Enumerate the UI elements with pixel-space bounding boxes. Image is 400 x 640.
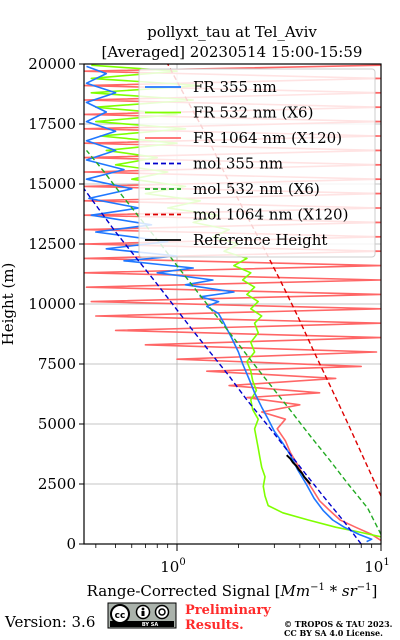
cc-icon-glyph: cc <box>115 611 126 621</box>
legend-label: mol 532 nm (X6) <box>193 180 320 198</box>
y-tick-label: 5000 <box>38 415 76 433</box>
x-axis-label: Range-Corrected Signal [Mm−1 * sr−1] <box>87 582 378 600</box>
y-tick-label: 0 <box>66 535 76 553</box>
by-icon-body <box>141 611 145 616</box>
y-tick-label: 7500 <box>38 355 76 373</box>
badge-bottom-strip <box>110 621 174 627</box>
legend-label: FR 355 nm <box>193 78 277 96</box>
copyright-line-2: CC BY SA 4.0 License. <box>284 628 383 638</box>
sa-icon <box>154 604 170 620</box>
sa-icon-arrow <box>158 608 166 616</box>
y-axis: 0 2500 5000 7500 10000 12500 15000 17500 20000 <box>28 55 84 553</box>
series-line-3 <box>84 188 362 544</box>
preliminary-label: Preliminary <box>185 603 271 618</box>
y-tick-label: 20000 <box>28 55 76 73</box>
legend-label: FR 1064 nm (X120) <box>193 129 342 147</box>
legend-label: mol 355 nm <box>193 155 283 173</box>
cc-by-sa-badge: cc BY SA <box>107 602 177 629</box>
legend-label: FR 532 nm (X6) <box>193 104 313 122</box>
x-tick-base: 10 <box>160 558 179 576</box>
x-axis-label-sup2: −1 <box>357 582 372 593</box>
preliminary-label-2: Results. <box>185 618 244 633</box>
series-line-6 <box>286 454 312 485</box>
legend: FR 355 nm FR 532 nm (X6) FR 1064 nm (X120)… <box>138 68 376 258</box>
by-icon-head <box>141 607 145 611</box>
y-tick-label: 17500 <box>28 115 76 133</box>
version-label: Version: 3.6 <box>4 613 95 631</box>
y-tick-label: 15000 <box>28 175 76 193</box>
legend-label: Reference Height <box>193 231 327 249</box>
x-axis-label-end: ] <box>372 582 378 600</box>
x-axis-label-mid: * <box>325 582 342 600</box>
y-tick-label: 10000 <box>28 295 76 313</box>
copyright-line-1: © TROPOS & TAU 2023. <box>284 619 393 629</box>
x-tick-exponent: 0 <box>179 557 185 568</box>
x-axis-label-main: Range-Corrected Signal [ <box>87 582 281 600</box>
series-line-4 <box>85 149 381 535</box>
x-tick-label: 101 <box>364 557 389 576</box>
y-axis-label: Height (m) <box>0 263 17 346</box>
x-tick-label: 100 <box>160 557 185 576</box>
legend-label: mol 1064 nm (X120) <box>193 206 348 224</box>
x-axis-label-unit2: sr <box>342 582 358 600</box>
x-axis-label-unit: Mm <box>280 582 311 600</box>
legend-box <box>138 68 376 258</box>
chart-title: pollyxt_tau at Tel_Aviv <box>147 23 317 41</box>
y-tick-label: 2500 <box>38 475 76 493</box>
cc-icon <box>110 604 130 624</box>
x-tick-base: 10 <box>364 558 383 576</box>
chart-subtitle: [Averaged] 20230514 15:00-15:59 <box>102 43 363 61</box>
y-tick-label: 12500 <box>28 235 76 253</box>
x-axis-label-sup1: −1 <box>310 582 325 593</box>
x-tick-exponent: 1 <box>383 557 389 568</box>
badge-label: BY SA <box>142 622 159 628</box>
x-axis: 100 101 <box>95 544 390 576</box>
